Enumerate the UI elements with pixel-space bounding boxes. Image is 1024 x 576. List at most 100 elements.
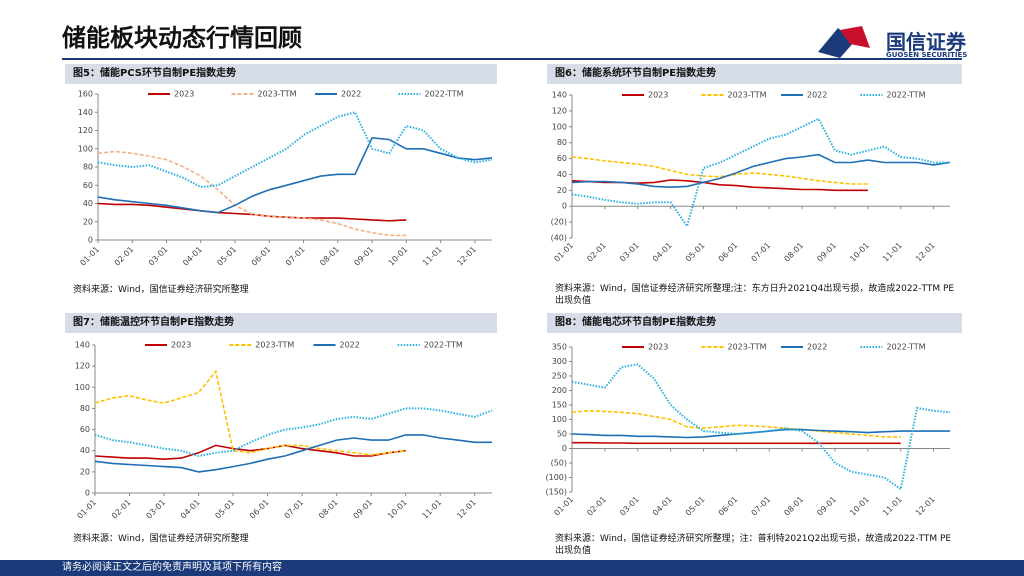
panel-title: 图7：储能温控环节自制PE指数走势 xyxy=(65,313,497,333)
y-tick-label: 40 xyxy=(557,170,567,179)
y-tick-label: 60 xyxy=(80,425,90,434)
x-tick-label: 03-01 xyxy=(618,495,641,518)
x-tick-label: 07-01 xyxy=(284,245,307,268)
y-tick-label: 250 xyxy=(552,372,567,381)
x-tick-label: 11-01 xyxy=(881,495,904,518)
y-tick-label: 60 xyxy=(83,181,93,190)
x-tick-label: 01-01 xyxy=(78,245,101,268)
y-tick-label: 100 xyxy=(552,415,567,424)
source-note: 资料来源：Wind，国信证券经济研究所整理；注：普利特2021Q2出现亏损，故造… xyxy=(555,534,952,556)
x-tick-label: 07-01 xyxy=(750,241,773,264)
x-tick-label: 05-01 xyxy=(684,241,707,264)
x-tick-label: 11-01 xyxy=(421,245,444,268)
y-tick-label: 160 xyxy=(78,90,93,99)
legend-label: 2023 xyxy=(171,341,191,350)
x-tick-label: 03-01 xyxy=(147,245,170,268)
footer: 请务必阅读正文之后的免责声明及其项下所有内容 xyxy=(0,560,1024,576)
series-line xyxy=(97,202,407,222)
x-tick-label: 09-01 xyxy=(815,495,838,518)
panel-title: 图5：储能PCS环节自制PE指数走势 xyxy=(65,64,497,84)
x-tick-label: 12-01 xyxy=(914,495,937,518)
x-tick-label: 11-01 xyxy=(881,241,904,264)
x-tick-label: 07-01 xyxy=(283,498,306,521)
series-line xyxy=(94,444,406,461)
x-tick-label: 03-01 xyxy=(618,241,641,264)
series-line xyxy=(94,407,493,458)
y-tick-label: (40) xyxy=(551,234,567,243)
y-tick-label: 100 xyxy=(75,383,90,392)
y-tick-label: 120 xyxy=(75,362,90,371)
legend-label: 2023-TTM xyxy=(255,341,294,350)
x-tick-label: 09-01 xyxy=(815,241,838,264)
panel-title: 图8：储能电芯环节自制PE指数走势 xyxy=(547,313,962,333)
series-line xyxy=(97,150,407,237)
x-tick-label: 02-01 xyxy=(110,498,133,521)
y-tick-label: 100 xyxy=(552,122,567,131)
x-tick-label: 11-01 xyxy=(421,498,444,521)
legend-label: 2023 xyxy=(174,90,194,99)
x-tick-label: 02-01 xyxy=(585,495,608,518)
series-line xyxy=(97,111,493,189)
logo-text: 国信证券 xyxy=(886,30,966,54)
y-tick-label: 300 xyxy=(552,357,567,366)
series-line xyxy=(571,409,901,438)
y-tick-label: 350 xyxy=(552,343,567,352)
legend-label: 2022 xyxy=(807,91,827,100)
logo-en: GUOSEN SECURITIES xyxy=(886,51,968,59)
series-line xyxy=(571,363,951,491)
x-tick-label: 02-01 xyxy=(585,241,608,264)
legend-label: 2023-TTM xyxy=(728,91,767,100)
y-tick-label: 0 xyxy=(562,444,567,453)
legend-label: 2022-TTM xyxy=(425,90,464,99)
x-tick-label: 10-01 xyxy=(848,495,871,518)
y-tick-label: 120 xyxy=(552,106,567,115)
y-tick-label: 80 xyxy=(83,163,93,172)
x-tick-label: 05-01 xyxy=(213,498,236,521)
x-tick-label: 04-01 xyxy=(651,241,674,264)
y-tick-label: 40 xyxy=(83,199,93,208)
legend-label: 2022 xyxy=(340,341,360,350)
x-tick-label: 06-01 xyxy=(250,245,273,268)
x-tick-label: 04-01 xyxy=(651,495,674,518)
x-tick-label: 09-01 xyxy=(352,245,375,268)
x-tick-label: 06-01 xyxy=(717,241,740,264)
logo-icon xyxy=(818,26,870,58)
x-tick-label: 10-01 xyxy=(386,498,409,521)
y-tick-label: 150 xyxy=(552,401,567,410)
x-tick-label: 08-01 xyxy=(318,245,341,268)
y-tick-label: 0 xyxy=(88,236,93,245)
legend-label: 2022 xyxy=(807,343,827,352)
y-tick-label: (100) xyxy=(545,473,567,482)
source-note: 资料来源：Wind，国信证券经济研究所整理 xyxy=(73,534,249,544)
x-tick-label: 08-01 xyxy=(782,241,805,264)
y-tick-label: 20 xyxy=(80,467,90,476)
x-tick-label: 12-01 xyxy=(455,498,478,521)
y-tick-label: 140 xyxy=(78,108,93,117)
x-tick-label: 07-01 xyxy=(750,495,773,518)
legend-label: 2022-TTM xyxy=(424,341,463,350)
legend-label: 2023 xyxy=(648,91,668,100)
y-tick-label: 60 xyxy=(557,154,567,163)
y-tick-label: 40 xyxy=(80,446,90,455)
y-tick-label: 20 xyxy=(557,186,567,195)
x-tick-label: 12-01 xyxy=(914,241,937,264)
x-tick-label: 04-01 xyxy=(181,245,204,268)
y-tick-label: 140 xyxy=(552,91,567,100)
x-tick-label: 09-01 xyxy=(352,498,375,521)
y-tick-label: 0 xyxy=(562,202,567,211)
y-tick-label: 120 xyxy=(78,126,93,135)
x-tick-label: 08-01 xyxy=(782,495,805,518)
legend-label: 2022-TTM xyxy=(887,343,926,352)
series-line xyxy=(571,156,868,185)
y-tick-label: (50) xyxy=(551,459,567,468)
legend-label: 2023-TTM xyxy=(728,343,767,352)
x-tick-label: 04-01 xyxy=(179,498,202,521)
x-tick-label: 06-01 xyxy=(717,495,740,518)
legend-label: 2022 xyxy=(341,90,361,99)
y-tick-label: 200 xyxy=(552,386,567,395)
y-tick-label: 0 xyxy=(85,489,90,498)
page-title: 储能板块动态行情回顾 xyxy=(62,24,302,52)
legend-label: 2023-TTM xyxy=(258,90,297,99)
